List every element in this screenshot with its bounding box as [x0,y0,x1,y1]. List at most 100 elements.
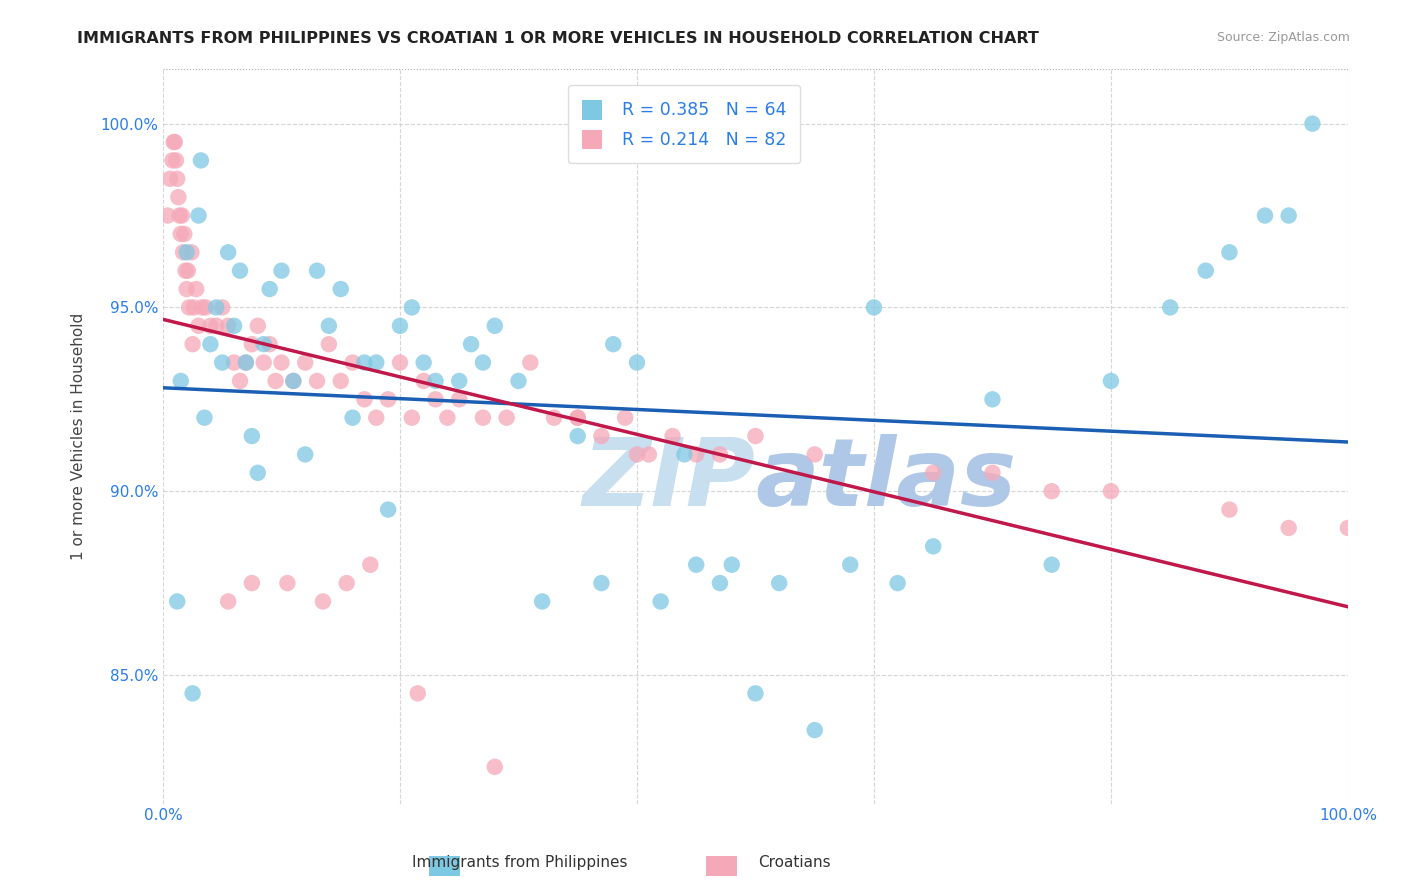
Point [1337,521,1360,535]
Point [626,447,648,461]
Point [484,760,506,774]
Point [329,282,352,296]
Point [803,447,825,461]
Point [412,374,434,388]
Point [720,558,742,572]
Point [449,374,471,388]
Point [436,410,458,425]
Point [425,392,447,407]
Text: Croatians: Croatians [758,855,831,870]
Text: Immigrants from Philippines: Immigrants from Philippines [412,855,628,870]
Point [264,374,287,388]
Point [508,374,530,388]
Point [1218,245,1240,260]
Point [839,558,862,572]
Point [181,686,204,700]
Point [471,410,494,425]
Point [388,355,411,369]
Point [1040,484,1063,499]
Point [235,355,257,369]
Point [366,355,388,369]
Point [170,209,193,223]
Point [957,815,980,830]
Point [425,374,447,388]
Point [259,282,281,296]
Point [163,135,186,149]
Point [180,245,202,260]
Point [863,301,886,315]
Point [170,374,193,388]
Point [922,539,945,553]
Point [329,374,352,388]
Point [471,355,494,369]
Point [353,355,375,369]
Point [191,301,214,315]
Point [253,355,276,369]
Point [543,410,565,425]
Text: ZIP: ZIP [582,434,755,526]
Point [744,429,766,443]
Point [1099,374,1122,388]
Point [177,263,200,277]
Point [162,153,184,168]
Point [193,410,215,425]
Point [222,355,245,369]
Point [229,263,252,277]
Y-axis label: 1 or more Vehicles in Household: 1 or more Vehicles in Household [72,312,86,559]
Point [377,502,399,516]
Point [981,466,1004,480]
Point [166,171,188,186]
Point [270,355,292,369]
Point [318,318,340,333]
Point [211,355,233,369]
Point [235,355,257,369]
Point [177,301,200,315]
Point [312,594,335,608]
Point [222,318,245,333]
Point [886,576,908,591]
Point [200,318,222,333]
Point [614,410,637,425]
Point [165,153,187,168]
Point [591,429,613,443]
Point [169,209,191,223]
Point [172,245,194,260]
Point [1278,521,1301,535]
Point [205,318,228,333]
Point [602,337,624,351]
Point [173,227,195,241]
Point [1099,484,1122,499]
Point [401,301,423,315]
Point [270,263,292,277]
Point [567,410,589,425]
Point [336,576,359,591]
Point [1218,502,1240,516]
Point [803,723,825,738]
Point [283,374,305,388]
Point [211,301,233,315]
Point [401,410,423,425]
Point [187,209,209,223]
Point [342,410,364,425]
Text: atlas: atlas [755,434,1017,526]
Point [353,392,375,407]
Point [567,410,589,425]
Point [449,392,471,407]
Point [406,686,429,700]
Point [240,429,263,443]
Point [567,429,589,443]
Point [276,576,298,591]
Point [205,301,228,315]
Point [626,355,648,369]
Point [174,263,197,277]
Point [685,558,707,572]
Point [661,429,683,443]
Point [253,337,276,351]
Point [531,594,554,608]
Point [981,392,1004,407]
Point [377,392,399,407]
Point [1040,558,1063,572]
Point [283,374,305,388]
Point [412,355,434,369]
Point [1254,209,1277,223]
